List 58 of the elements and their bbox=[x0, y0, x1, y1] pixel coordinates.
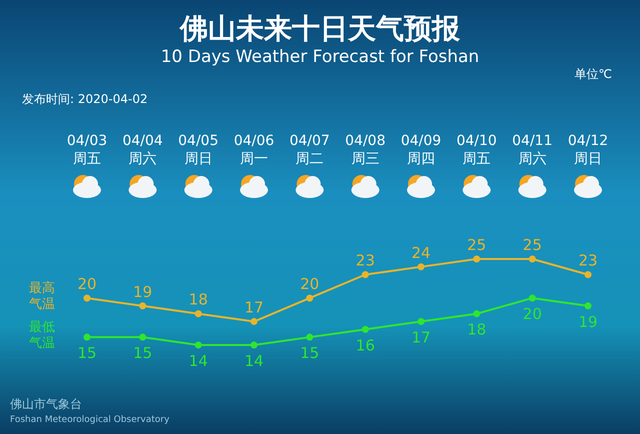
x-tick-label: 04/03 周五 bbox=[66, 133, 108, 167]
point bbox=[362, 271, 369, 278]
chart-subtitle: 10 Days Weather Forecast for Foshan bbox=[160, 47, 480, 67]
data-label: 19 bbox=[578, 312, 598, 331]
data-label: 23 bbox=[356, 252, 375, 270]
chart-title: 佛山未来十日天气预报 bbox=[179, 12, 461, 45]
data-label: 25 bbox=[467, 236, 486, 254]
point bbox=[306, 334, 314, 341]
text: 发布时间: 2020-04-02 bbox=[22, 92, 148, 106]
point bbox=[84, 294, 90, 302]
text: 最低气温 bbox=[29, 320, 55, 352]
x-tick-label: 04/10 周五 bbox=[456, 133, 497, 167]
x-tick-label: 04/04 周六 bbox=[122, 133, 163, 167]
data-label: 20 bbox=[77, 275, 97, 294]
point bbox=[418, 263, 424, 270]
data-label: 14 bbox=[188, 352, 208, 370]
point bbox=[306, 294, 314, 302]
data-label: 25 bbox=[522, 236, 542, 254]
point bbox=[528, 294, 536, 302]
data-label: 14 bbox=[244, 352, 264, 370]
data-label: 18 bbox=[188, 290, 208, 309]
data-label: 20 bbox=[300, 275, 320, 294]
text: 单位℃ bbox=[574, 67, 612, 81]
point bbox=[473, 256, 480, 262]
point bbox=[473, 310, 480, 318]
x-tick-label: 04/06 周一 bbox=[234, 133, 274, 167]
point bbox=[139, 302, 146, 310]
data-label: 16 bbox=[356, 336, 375, 354]
point bbox=[194, 342, 202, 348]
x-tick-label: 04/07 周二 bbox=[289, 133, 330, 167]
x-tick-label: 04/05 周日 bbox=[178, 133, 219, 167]
text: 佛山市气象台 bbox=[10, 397, 82, 411]
data-label: 18 bbox=[467, 320, 486, 339]
x-tick-label: 04/12 周日 bbox=[568, 133, 608, 167]
data-label: 19 bbox=[133, 282, 152, 301]
point bbox=[528, 256, 536, 262]
text: Foshan Meteorological Observatory bbox=[10, 415, 170, 425]
point bbox=[194, 310, 202, 318]
data-label: 15 bbox=[77, 344, 97, 362]
data-label: 23 bbox=[578, 252, 598, 270]
point bbox=[139, 334, 146, 341]
x-tick-label: 04/09 周四 bbox=[400, 133, 442, 167]
data-label: 17 bbox=[244, 298, 264, 317]
data-label: 15 bbox=[300, 344, 320, 362]
data-label: 15 bbox=[133, 344, 152, 362]
point bbox=[418, 318, 424, 326]
data-label: 17 bbox=[411, 328, 431, 347]
x-tick-label: 04/08 周三 bbox=[345, 133, 386, 167]
text: 最高气温 bbox=[29, 280, 55, 312]
point bbox=[584, 271, 592, 278]
point bbox=[362, 326, 369, 333]
data-label: 20 bbox=[522, 305, 542, 324]
point bbox=[250, 318, 258, 326]
data-label: 24 bbox=[411, 244, 431, 262]
point bbox=[584, 302, 592, 310]
point bbox=[250, 342, 258, 348]
point bbox=[84, 334, 90, 341]
x-tick-label: 04/11 周六 bbox=[512, 133, 553, 167]
